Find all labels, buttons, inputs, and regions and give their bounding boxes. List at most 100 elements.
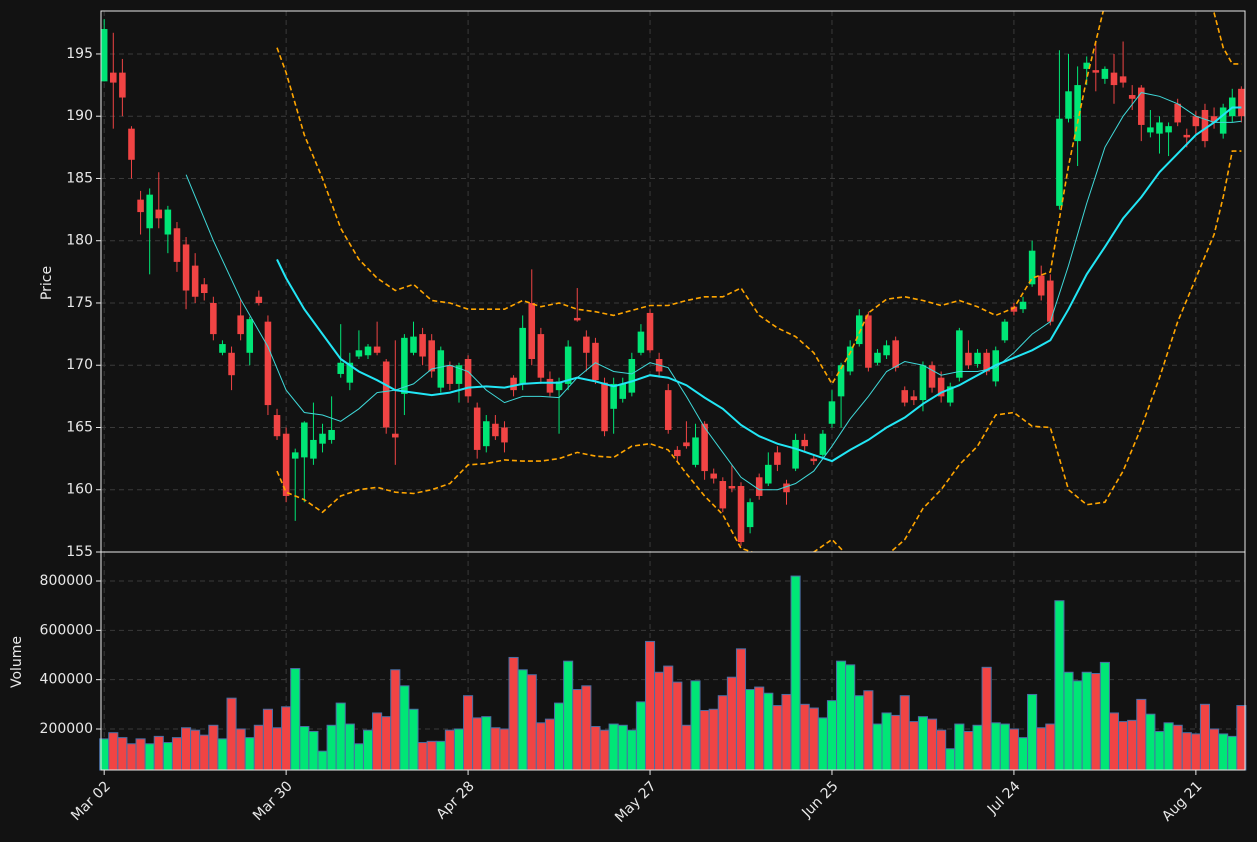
candle-body bbox=[746, 502, 754, 528]
volume-bar bbox=[872, 723, 883, 771]
candle-body bbox=[728, 486, 736, 489]
volume-bar bbox=[326, 724, 337, 771]
candle-body bbox=[1119, 76, 1127, 83]
candle-body bbox=[1074, 85, 1081, 142]
candle-body bbox=[328, 429, 335, 440]
candle-body bbox=[501, 427, 508, 443]
y-tick-label: 180 bbox=[66, 233, 93, 249]
volume-bar bbox=[435, 740, 446, 771]
candle-body bbox=[410, 336, 417, 353]
candle-body bbox=[510, 377, 517, 391]
candle-body bbox=[883, 345, 890, 356]
candle-body bbox=[537, 334, 545, 378]
volume-bar bbox=[281, 706, 292, 771]
volume-bar bbox=[608, 723, 619, 771]
volume-bar bbox=[726, 676, 737, 771]
volume-bar bbox=[781, 693, 792, 771]
candle-body bbox=[710, 473, 717, 479]
volume-bar bbox=[253, 724, 264, 771]
x-tick-label: Apr 28 bbox=[434, 778, 478, 822]
candle-body bbox=[319, 433, 326, 444]
candle-body bbox=[1156, 122, 1163, 134]
candle-body bbox=[1174, 103, 1181, 123]
candle-body bbox=[846, 346, 854, 372]
candle-body bbox=[173, 228, 181, 262]
volume-bar bbox=[590, 726, 601, 771]
volume-bar bbox=[308, 730, 319, 771]
volume-bar bbox=[663, 665, 674, 771]
volume-bar bbox=[863, 690, 874, 771]
candle-body bbox=[146, 194, 153, 229]
volume-bar bbox=[235, 728, 246, 771]
volume-bar bbox=[763, 692, 774, 771]
volume-bar bbox=[790, 575, 801, 771]
volume-bar bbox=[290, 668, 301, 771]
volume-bar bbox=[908, 721, 919, 771]
candle-body bbox=[628, 359, 636, 393]
candle-body bbox=[1065, 91, 1072, 119]
volume-bar bbox=[344, 723, 355, 771]
candle-body bbox=[701, 423, 708, 472]
volume-bar bbox=[426, 740, 437, 771]
volume-bar bbox=[353, 743, 364, 771]
candle-body bbox=[737, 486, 745, 543]
volume-bar bbox=[581, 685, 592, 771]
volume-bar bbox=[899, 695, 910, 771]
candle-body bbox=[1001, 321, 1009, 341]
volume-bar bbox=[554, 702, 565, 771]
volume-bar bbox=[1063, 671, 1074, 771]
volume-bar bbox=[1145, 713, 1156, 771]
volume-bar bbox=[927, 718, 938, 771]
candle-body bbox=[564, 346, 572, 384]
volume-bar bbox=[208, 724, 219, 771]
candle-body bbox=[200, 284, 208, 294]
candle-body bbox=[182, 244, 190, 291]
volume-bar bbox=[1227, 735, 1238, 771]
candle-body bbox=[1056, 118, 1063, 206]
candle-body bbox=[519, 327, 526, 384]
candle-body bbox=[1083, 62, 1090, 69]
panel-frame bbox=[100, 551, 1246, 771]
candle-body bbox=[1238, 88, 1245, 117]
candle-body bbox=[610, 383, 617, 409]
volume-bar bbox=[563, 660, 574, 771]
volume-bar bbox=[617, 724, 628, 771]
candle-body bbox=[483, 421, 490, 447]
volume-bar bbox=[717, 695, 728, 771]
volume-bar bbox=[1099, 661, 1110, 771]
volume-bar bbox=[890, 714, 901, 771]
volume-bar bbox=[1054, 600, 1065, 771]
volume-bar bbox=[881, 712, 892, 771]
volume-bar bbox=[963, 730, 974, 771]
candle-body bbox=[273, 415, 281, 437]
candle-body bbox=[219, 344, 226, 353]
volume-bar bbox=[972, 724, 983, 771]
candle-body bbox=[601, 382, 608, 432]
candle-body bbox=[965, 352, 972, 366]
volume-bar bbox=[690, 680, 701, 771]
y-tick-label: 165 bbox=[66, 419, 93, 435]
candle-body bbox=[637, 331, 645, 353]
candle-body bbox=[1028, 250, 1036, 285]
candle-body bbox=[573, 317, 581, 321]
candle-body bbox=[783, 483, 790, 493]
x-tick-label: Jul 24 bbox=[984, 778, 1024, 818]
candle-body bbox=[310, 439, 317, 459]
candle-body bbox=[301, 422, 308, 458]
candle-body bbox=[855, 315, 863, 345]
candle-body bbox=[646, 312, 654, 351]
candle-body bbox=[100, 29, 108, 82]
candle-body bbox=[382, 361, 390, 428]
candle-body bbox=[837, 365, 845, 397]
candle-body bbox=[801, 439, 808, 447]
volume-bar bbox=[335, 702, 346, 771]
volume-bar bbox=[999, 723, 1010, 771]
candle-body bbox=[956, 330, 963, 378]
candle-body bbox=[164, 209, 172, 235]
volume-bar bbox=[917, 716, 929, 771]
candle-body bbox=[810, 458, 818, 462]
volume-bar bbox=[117, 737, 128, 771]
volume-bar bbox=[299, 726, 310, 771]
y-tick-label: 800000 bbox=[40, 573, 93, 589]
y-tick-label: 400000 bbox=[40, 672, 93, 688]
